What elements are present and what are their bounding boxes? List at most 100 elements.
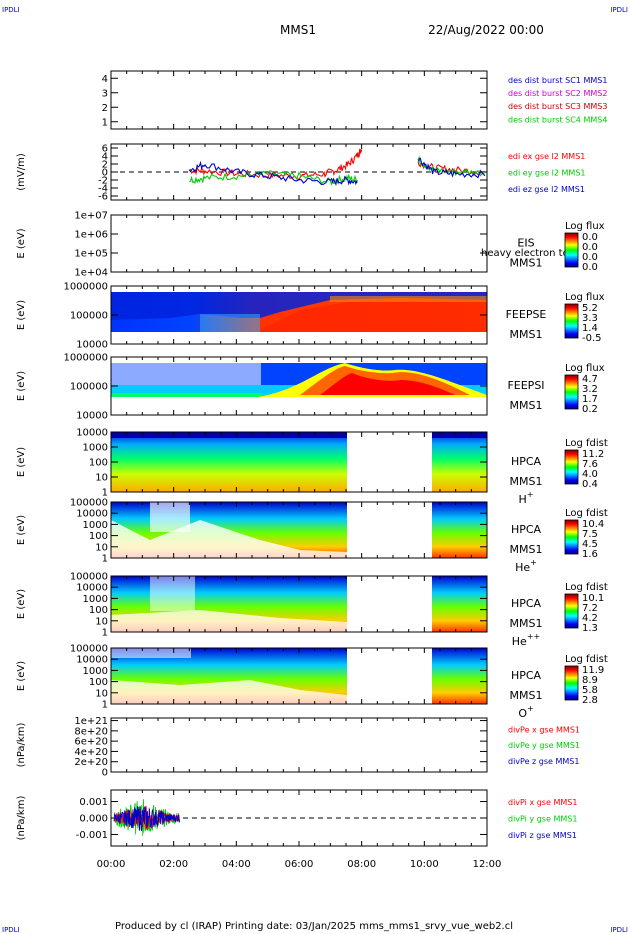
p11-panel: (nPa/km) 0.001 0.000 -0.001 divPi x gse MMS1… (16, 789, 577, 847)
p8-ytick-label: 10000 (76, 583, 108, 594)
p2-legend-item: edi ez gse l2 MMS1 (508, 185, 585, 194)
p10-ytick-label: 8e+20 (74, 726, 108, 737)
p3-colorbar-title: Log flux (565, 221, 605, 232)
p2-ytick-label: 0 (102, 168, 108, 179)
p9-ytick-label: 1 (102, 700, 108, 711)
p10-frame (110, 717, 488, 773)
p11-legend-item: divPi z gse MMS1 (508, 831, 577, 840)
p9-colorbar-label: 2.8 (582, 695, 598, 706)
p11-legend-item: divPi x gse MMS1 (508, 798, 577, 807)
p10-ytick-label: 4e+20 (74, 747, 108, 758)
p6-ytick-label: 1000 (83, 443, 108, 454)
p1-legend-item: des dist burst SC1 MMS1 (508, 76, 607, 85)
p2-ytick-label: -2 (98, 176, 108, 187)
p8-colorbar-label: 10.1 (582, 593, 604, 604)
corner-label-bottom-left: IPDLI (2, 926, 20, 934)
p2-ytick-label: 2 (102, 160, 108, 171)
hpca-o-spectrogram (111, 648, 487, 704)
p6-ytick-label: 1 (102, 488, 108, 499)
p1-ytick-label: 4 (102, 74, 108, 85)
p8-instrument-label: HPCA (511, 597, 542, 610)
p8-ytick-label: 1 (102, 628, 108, 639)
corner-label-top-left: IPDLI (2, 6, 20, 14)
p2-ytick-label: -4 (98, 184, 108, 195)
x-tick-label: 04:00 (222, 859, 251, 870)
x-tick-label: 06:00 (285, 859, 314, 870)
p4-colorbar (564, 303, 579, 339)
p4-colorbar-label: 1.4 (582, 323, 598, 334)
date-title: 22/Aug/2022 00:00 (428, 23, 544, 37)
p5-panel: E (eV) 1000000 100000 10000 FEEPSI MMS1 Log fl… (16, 353, 605, 422)
p7-ytick-label: 100 (89, 531, 108, 542)
p5-ylabel: E (eV) (16, 371, 27, 401)
p4-colorbar-label: 5.2 (582, 303, 598, 314)
p2-series-line (417, 155, 486, 177)
p2-series-line (189, 148, 362, 180)
p7-species-label: He+ (515, 558, 537, 574)
p5-colorbar-label: 4.7 (582, 374, 598, 385)
p3-ytick-label: 1e+04 (74, 268, 108, 279)
feepse-spectrogram (111, 292, 487, 332)
corner-label-top-right: IPDLI (610, 6, 628, 14)
p6-colorbar-label: 0.4 (582, 479, 598, 490)
p1-legend-item: des dist burst SC2 MMS2 (508, 89, 607, 98)
p8-colorbar-label: 1.3 (582, 623, 598, 634)
p1-panel: 1 2 3 4 des dist burst SC1 MMS1 des dist burs… (102, 70, 607, 130)
p11-noise-line (113, 805, 180, 832)
p4-colorbar-label: -0.5 (582, 333, 602, 344)
p2-ylabel: (mV/m) (16, 153, 27, 191)
p5-ytick-label: 100000 (70, 382, 108, 393)
p10-ylabel: (nPa/km) (16, 723, 27, 768)
p2-legend-item: edi ey gse l2 MMS1 (508, 168, 586, 177)
mission-title: MMS1 (280, 23, 316, 37)
p3-overlay-label: heavy electron to (481, 248, 569, 259)
p7-ytick-label: 10000 (76, 509, 108, 520)
feepsi-spectrogram (111, 363, 487, 397)
p9-colorbar-label: 11.9 (582, 665, 604, 676)
p9-charge-label: + (527, 704, 534, 713)
p3-instrument-label: EIS (517, 236, 534, 249)
p7-colorbar-label: 10.4 (582, 519, 604, 530)
p7-ytick-label: 100000 (70, 498, 108, 509)
p7-charge-label: + (530, 558, 537, 567)
p5-colorbar-label: 3.2 (582, 384, 598, 395)
p9-colorbar (564, 665, 579, 701)
p9-ytick-label: 1000 (83, 666, 108, 677)
footer-credits: Produced by cl (IRAP) Printing date: 03/… (115, 921, 513, 932)
p7-ytick-label: 10 (95, 542, 108, 553)
x-tick-label: 02:00 (159, 859, 188, 870)
p9-colorbar-label: 8.9 (582, 675, 598, 686)
p3-ylabel: E (eV) (16, 228, 27, 258)
p2-ytick-label: 4 (102, 152, 108, 163)
p6-ylabel: E (eV) (16, 447, 27, 477)
p2-ytick-label: -6 (98, 192, 108, 203)
p3-ytick-label: 1e+07 (74, 211, 108, 222)
p6-ytick-label: 100 (89, 458, 108, 469)
p10-legend-item: divPe z gse MMS1 (508, 757, 579, 766)
p1-legend-item: des dist burst SC4 MMS4 (508, 115, 607, 124)
p5-colorbar-label: 1.7 (582, 394, 598, 405)
p8-ytick-label: 100 (89, 605, 108, 616)
p10-ytick-label: 1e+21 (74, 716, 108, 727)
p1-legend-item: des dist burst SC3 MMS3 (508, 102, 607, 111)
p4-ytick-label: 1000000 (63, 282, 108, 293)
p6-colorbar-label: 4.0 (582, 469, 598, 480)
p8-ytick-label: 10 (95, 616, 108, 627)
p6-instrument-label: HPCA (511, 455, 542, 468)
p8-instrument-label: MMS1 (510, 617, 543, 630)
spectrogram-content (111, 292, 487, 704)
p7-colorbar-label: 7.5 (582, 529, 598, 540)
p7-colorbar (564, 519, 579, 555)
p1-ytick-label: 3 (102, 88, 108, 99)
p10-ytick-label: 2e+20 (74, 757, 108, 768)
p4-ylabel: E (eV) (16, 300, 27, 330)
hpca-he2-spectrogram (111, 576, 487, 632)
p6-colorbar-title: Log fdist (565, 438, 608, 449)
x-tick-label: 12:00 (473, 859, 502, 870)
p8-ytick-label: 1000 (83, 594, 108, 605)
p11-ytick-label: 0.000 (79, 814, 108, 825)
p9-ytick-label: 10 (95, 688, 108, 699)
